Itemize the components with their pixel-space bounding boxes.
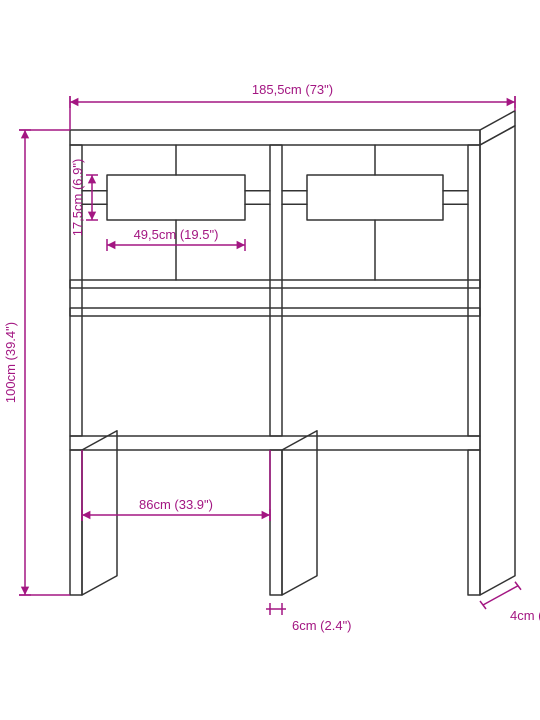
svg-text:86cm (33.9"): 86cm (33.9") [139,497,213,512]
svg-text:49,5cm (19.5"): 49,5cm (19.5") [134,227,219,242]
svg-text:17,5cm (6.9"): 17,5cm (6.9") [70,159,85,237]
svg-text:100cm (39.4"): 100cm (39.4") [3,322,18,403]
svg-text:185,5cm (73"): 185,5cm (73") [252,82,333,97]
svg-text:6cm (2.4"): 6cm (2.4") [292,618,352,633]
dimensioned-product-diagram: 185,5cm (73") 100cm (39.4") 17,5cm (6.9") 4… [0,0,540,720]
svg-text:4cm (1.6"): 4cm (1.6") [510,608,540,623]
